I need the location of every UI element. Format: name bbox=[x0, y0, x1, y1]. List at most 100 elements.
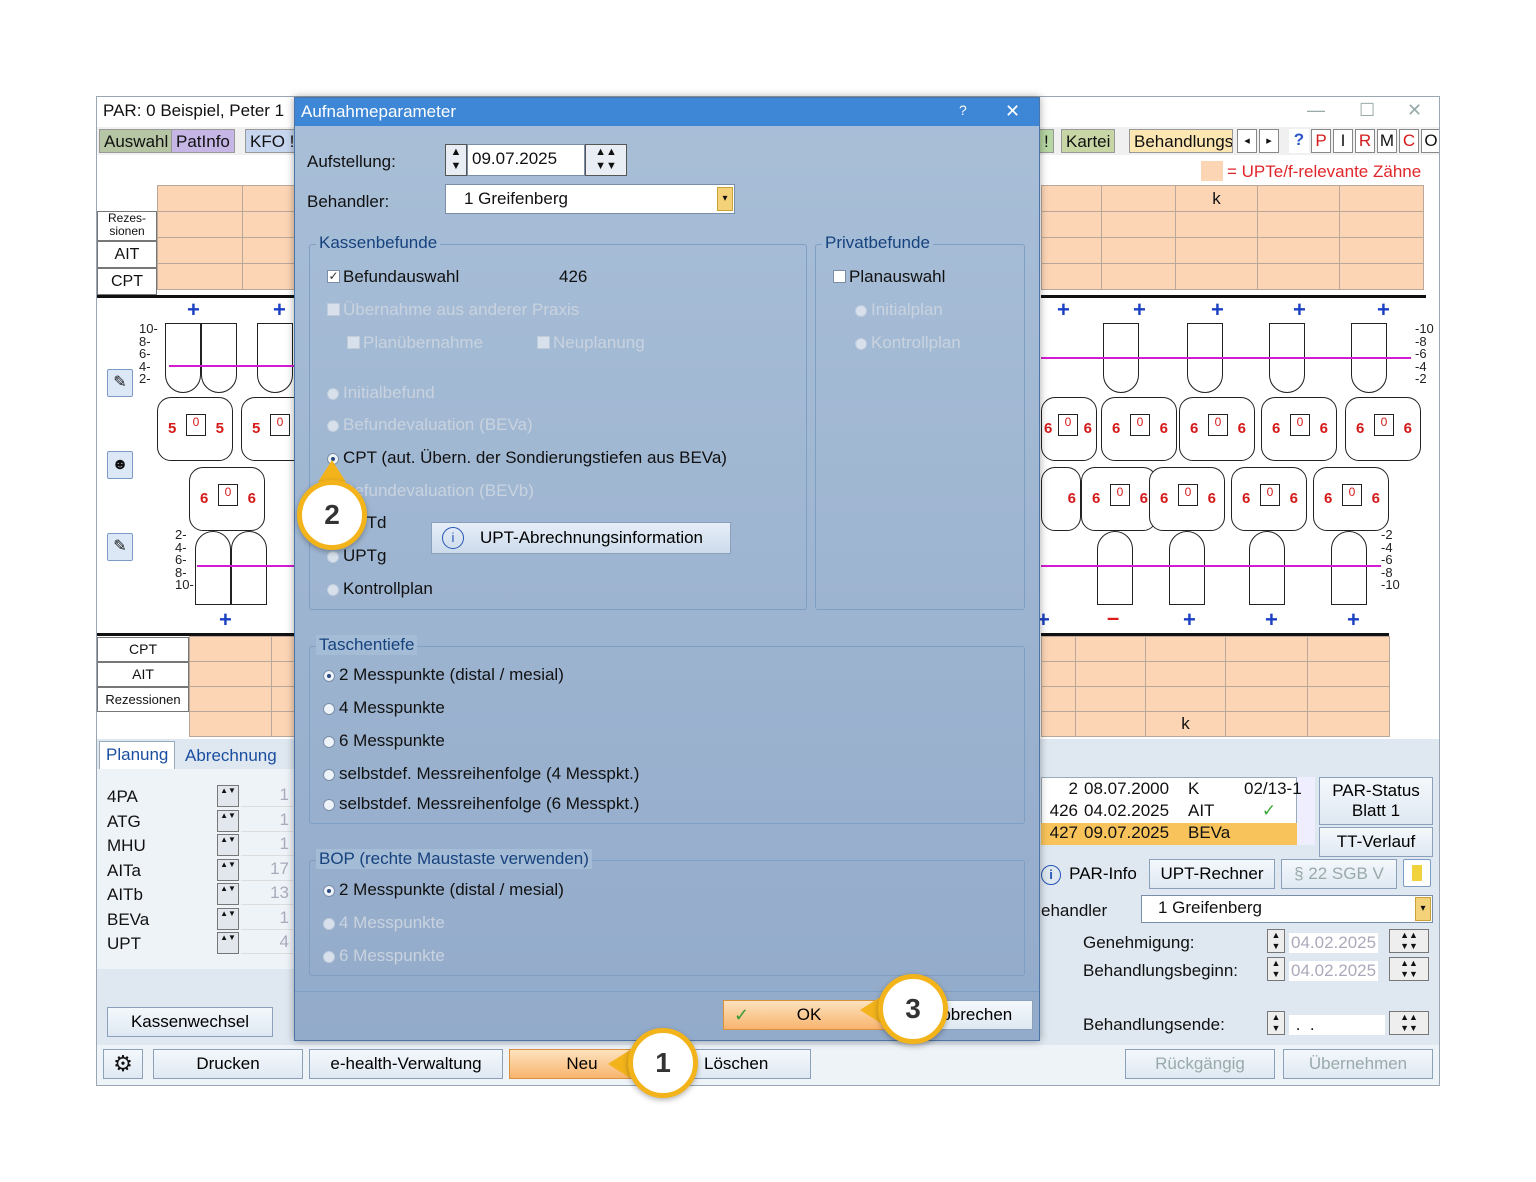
plan-item-value[interactable]: 1 bbox=[241, 908, 293, 930]
quick-i[interactable]: I bbox=[1333, 129, 1353, 153]
beva-radio[interactable] bbox=[327, 420, 339, 432]
history-row[interactable]: 427 09.07.2025 BEVa bbox=[1041, 823, 1297, 845]
pencil-icon[interactable]: ✎ bbox=[107, 533, 133, 561]
genehmigung-date[interactable]: 04.02.2025 bbox=[1289, 933, 1379, 953]
tt-4-radio[interactable] bbox=[323, 703, 335, 715]
help-icon[interactable]: ? bbox=[1289, 129, 1309, 153]
scroll-left-icon[interactable]: ◂ bbox=[1237, 129, 1257, 153]
rueckgaengig-button[interactable]: Rückgängig bbox=[1125, 1049, 1275, 1079]
spin-icon[interactable]: ▲▲ ▼▼ bbox=[1389, 957, 1429, 981]
quick-o[interactable]: O bbox=[1421, 129, 1439, 153]
aufstellung-date[interactable]: 09.07.2025 bbox=[467, 144, 585, 176]
gear-icon[interactable]: ⚙ bbox=[103, 1049, 143, 1079]
minimize-icon[interactable]: — bbox=[1307, 100, 1325, 120]
plan-item-value[interactable]: 4 bbox=[241, 932, 293, 954]
spin-icon[interactable]: ▲▼ bbox=[217, 858, 239, 881]
spin-icon[interactable]: ▲▼ bbox=[217, 785, 239, 807]
plan-item-value[interactable]: 13 bbox=[241, 883, 293, 905]
scroll-right-icon[interactable]: ▸ bbox=[1259, 129, 1279, 153]
ende-date[interactable]: . . bbox=[1289, 1015, 1385, 1035]
help-icon[interactable]: ? bbox=[959, 102, 967, 118]
spin-icon[interactable]: ▲▼ bbox=[217, 834, 239, 856]
nav-patinfo[interactable]: PatInfo bbox=[171, 129, 235, 153]
behandler-select[interactable]: 1 Greifenberg bbox=[1141, 895, 1433, 923]
close-icon[interactable]: ✕ bbox=[1005, 101, 1021, 121]
spin-double-icon[interactable]: ▲▲ ▼▼ bbox=[585, 144, 627, 176]
tt-6-radio[interactable] bbox=[323, 736, 335, 748]
uebernahme-checkbox[interactable] bbox=[327, 303, 340, 316]
spin-icon[interactable]: ▲▼ bbox=[1267, 1011, 1285, 1035]
note-icon[interactable] bbox=[1403, 859, 1431, 887]
beginn-date[interactable]: 04.02.2025 bbox=[1289, 961, 1379, 981]
history-nr: 2 bbox=[1068, 779, 1078, 798]
history-row[interactable]: 2 08.07.2000 K 02/13-1 bbox=[1041, 779, 1302, 801]
close-icon[interactable]: ✕ bbox=[1407, 100, 1423, 120]
ende-label: Behandlungsende: bbox=[1083, 1015, 1225, 1034]
upt-info-button[interactable]: i UPT-Abrechnungsinformation bbox=[431, 522, 731, 554]
kontrollplan-privat-radio[interactable] bbox=[855, 338, 867, 350]
spin-icon[interactable]: ▲▼ bbox=[217, 809, 239, 832]
spin-icon[interactable]: ▲▼ bbox=[1267, 929, 1285, 953]
tt-self6-radio[interactable] bbox=[323, 799, 335, 811]
spin-icon[interactable]: ▲▲ ▼▼ bbox=[1389, 929, 1429, 953]
spin-icon[interactable]: ▲▼ bbox=[217, 883, 239, 905]
plus-marker: + bbox=[273, 297, 286, 322]
planuebernahme-checkbox[interactable] bbox=[347, 336, 360, 349]
tab-planung[interactable]: Planung bbox=[99, 741, 176, 769]
plus-marker: + bbox=[1037, 607, 1050, 632]
genehmigung-label: Genehmigung: bbox=[1083, 933, 1195, 952]
planauswahl-checkbox[interactable] bbox=[833, 270, 846, 283]
sgb-button[interactable]: § 22 SGB V bbox=[1281, 859, 1397, 889]
history-row[interactable]: 426 04.02.2025 AIT ✓ bbox=[1041, 801, 1297, 823]
upt-rechner-button[interactable]: UPT-Rechner bbox=[1149, 859, 1275, 889]
pencil-icon[interactable]: ✎ bbox=[107, 369, 133, 397]
neuplanung-checkbox[interactable] bbox=[537, 336, 550, 349]
kassenwechsel-button[interactable]: Kassenwechsel bbox=[107, 1007, 273, 1037]
plan-item-value[interactable]: 1 bbox=[241, 834, 293, 856]
quick-m[interactable]: M bbox=[1377, 129, 1397, 153]
ehealth-button[interactable]: e-health-Verwaltung bbox=[309, 1049, 503, 1079]
spin-icon[interactable]: ▲▼ bbox=[1267, 957, 1285, 981]
spin-icon[interactable]: ▲▼ bbox=[217, 932, 239, 954]
uptg-radio[interactable] bbox=[327, 551, 339, 563]
maximize-icon[interactable]: ☐ bbox=[1359, 100, 1376, 120]
bop-4-radio[interactable] bbox=[323, 918, 335, 930]
dropdown-arrow-icon[interactable]: ▾ bbox=[1415, 897, 1431, 921]
befundauswahl-checkbox[interactable]: ✓ bbox=[327, 269, 340, 283]
par-info-button[interactable]: PAR-Info bbox=[1063, 859, 1143, 889]
plus-marker: + bbox=[187, 297, 200, 322]
quick-r[interactable]: R bbox=[1355, 129, 1375, 153]
plan-item-value[interactable]: 1 bbox=[241, 810, 293, 832]
tt-self4-radio[interactable] bbox=[323, 769, 335, 781]
tt-verlauf-button[interactable]: TT-Verlauf bbox=[1319, 827, 1433, 857]
nav-kartei[interactable]: Kartei bbox=[1061, 129, 1116, 153]
behandler-select[interactable]: 1 Greifenberg bbox=[445, 184, 735, 214]
par-status-button[interactable]: PAR-Status Blatt 1 bbox=[1319, 777, 1433, 825]
callout-pointer bbox=[608, 1050, 630, 1078]
uebernehmen-button[interactable]: Übernehmen bbox=[1283, 1049, 1433, 1079]
plan-item-value[interactable]: 17 bbox=[241, 859, 293, 881]
dropdown-arrow-icon[interactable]: ▾ bbox=[717, 187, 733, 211]
person-icon[interactable]: ☻ bbox=[107, 451, 133, 479]
tab-abrechnung[interactable]: Abrechnung bbox=[185, 746, 277, 765]
quick-c[interactable]: C bbox=[1399, 129, 1419, 153]
spin-icon[interactable]: ▲▼ bbox=[217, 907, 239, 930]
nav-kfo[interactable]: KFO ! bbox=[245, 129, 300, 153]
spin-icon[interactable]: ▲▼ bbox=[445, 144, 467, 176]
spin-icon[interactable]: ▲▲ ▼▼ bbox=[1389, 1011, 1429, 1035]
kontrollplan-radio[interactable] bbox=[327, 584, 339, 596]
initialbefund-radio[interactable] bbox=[327, 388, 339, 400]
quick-p[interactable]: P bbox=[1311, 129, 1331, 153]
nav-excl[interactable]: ! bbox=[1039, 129, 1054, 153]
bop-6-radio[interactable] bbox=[323, 951, 335, 963]
drucken-button[interactable]: Drucken bbox=[153, 1049, 303, 1079]
nav-auswahl[interactable]: Auswahl bbox=[99, 129, 174, 153]
bop-2-radio[interactable] bbox=[323, 885, 335, 897]
history-scrollbar[interactable] bbox=[1297, 777, 1315, 845]
plan-item-value[interactable]: 1 bbox=[241, 785, 293, 807]
initialplan-radio[interactable] bbox=[855, 305, 867, 317]
nav-behandlungs[interactable]: Behandlungs bbox=[1129, 129, 1233, 153]
tt-2-radio[interactable] bbox=[323, 670, 335, 682]
